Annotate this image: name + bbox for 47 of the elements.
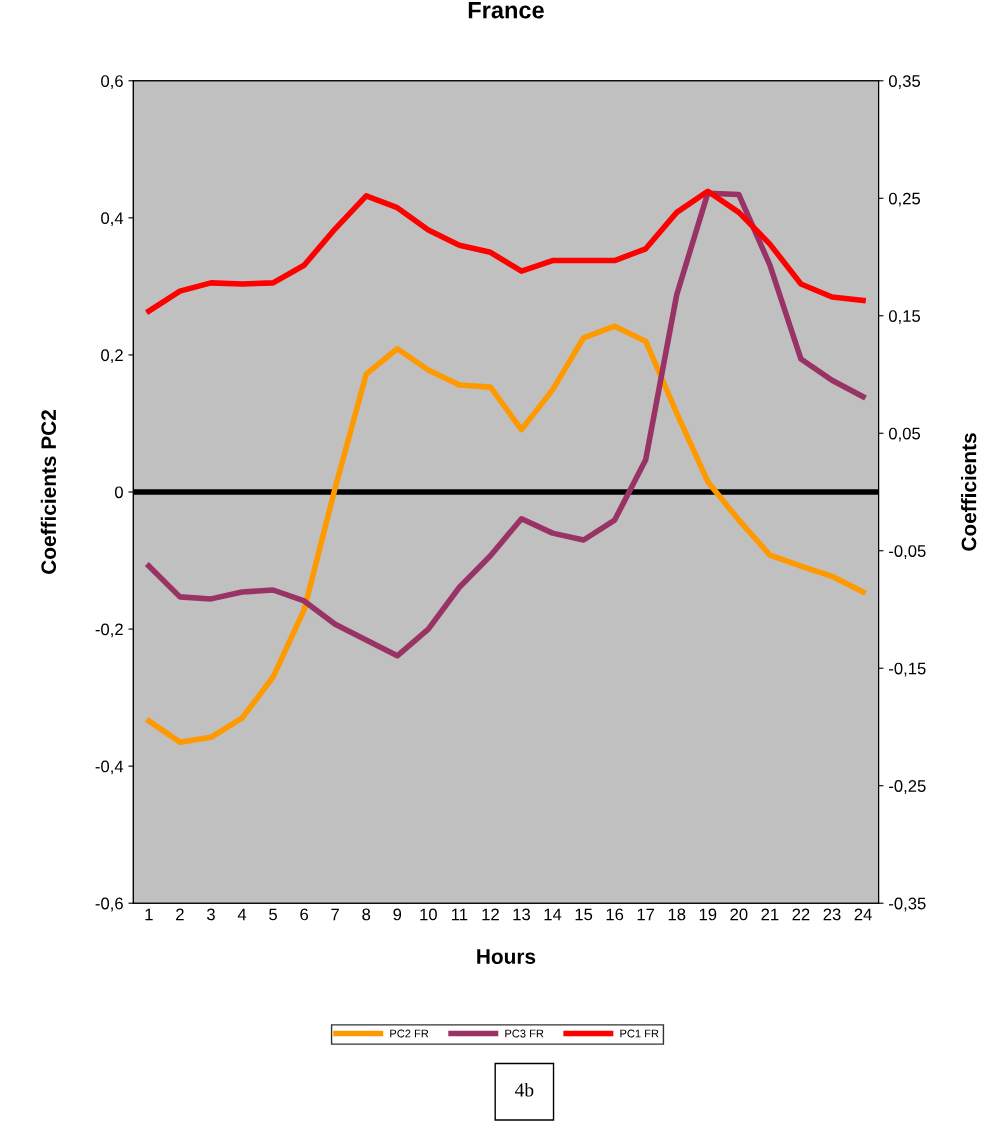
y2-tick-label: 0,15 <box>888 310 921 324</box>
y-tick-label: -0,4 <box>95 760 124 775</box>
y-tick-label: -0,2 <box>95 623 123 638</box>
x-tick-label: 13 <box>513 908 531 921</box>
y-tick-label: -0,6 <box>95 897 123 912</box>
y2-tick-label: -0,15 <box>889 662 926 677</box>
legend-label: PC2 FR <box>390 1029 429 1038</box>
x-tick-label: 24 <box>854 908 872 921</box>
x-tick-label: 23 <box>823 908 841 921</box>
x-tick-label: 16 <box>606 908 624 921</box>
y-axis-title: Coefficients PC2 <box>40 410 57 574</box>
y2-tick-label: -0,25 <box>889 780 926 794</box>
y-tick-label: 0 <box>114 486 123 499</box>
x-tick-label: 12 <box>482 908 499 921</box>
x-tick-label: 19 <box>699 908 717 921</box>
x-tick-label: 11 <box>452 908 468 921</box>
x-axis-title: Hours <box>477 949 536 964</box>
y2-tick-label: 0,25 <box>888 192 921 207</box>
x-tick-label: 2 <box>176 908 184 921</box>
x-tick-label: 8 <box>362 908 371 921</box>
y2-axis-title: Coefficients <box>961 433 977 551</box>
x-tick-label: 17 <box>637 908 655 921</box>
x-tick-label: 20 <box>730 908 748 921</box>
x-tick-label: 5 <box>269 908 277 921</box>
x-tick-label: 6 <box>300 908 309 921</box>
x-tick-label: 7 <box>331 908 339 921</box>
x-tick-label: 3 <box>206 908 215 921</box>
y-tick-label: 0,6 <box>101 75 123 89</box>
y-tick-label: 0,4 <box>101 212 124 227</box>
text: 4b <box>515 1082 534 1097</box>
x-tick-label: 18 <box>668 908 686 921</box>
x-tick-label: 15 <box>575 908 593 921</box>
y2-tick-label: -0,35 <box>889 897 926 912</box>
x-tick-label: 4 <box>237 908 247 921</box>
x-tick-label: 1 <box>145 908 153 921</box>
y2-tick-label: -0,05 <box>889 545 926 559</box>
y-tick-label: 0,2 <box>101 349 123 364</box>
x-tick-label: 9 <box>393 908 402 921</box>
y2-tick-label: 0,35 <box>888 75 921 89</box>
legend-label: PC1 FR <box>620 1029 659 1038</box>
chart-title: France <box>468 2 544 19</box>
x-tick-label: 21 <box>761 908 779 921</box>
legend-label: PC3 FR <box>505 1029 544 1038</box>
x-tick-label: 10 <box>420 908 437 921</box>
x-tick-label: 22 <box>792 908 810 921</box>
y2-tick-label: 0,05 <box>888 427 921 442</box>
x-tick-label: 14 <box>544 908 562 921</box>
